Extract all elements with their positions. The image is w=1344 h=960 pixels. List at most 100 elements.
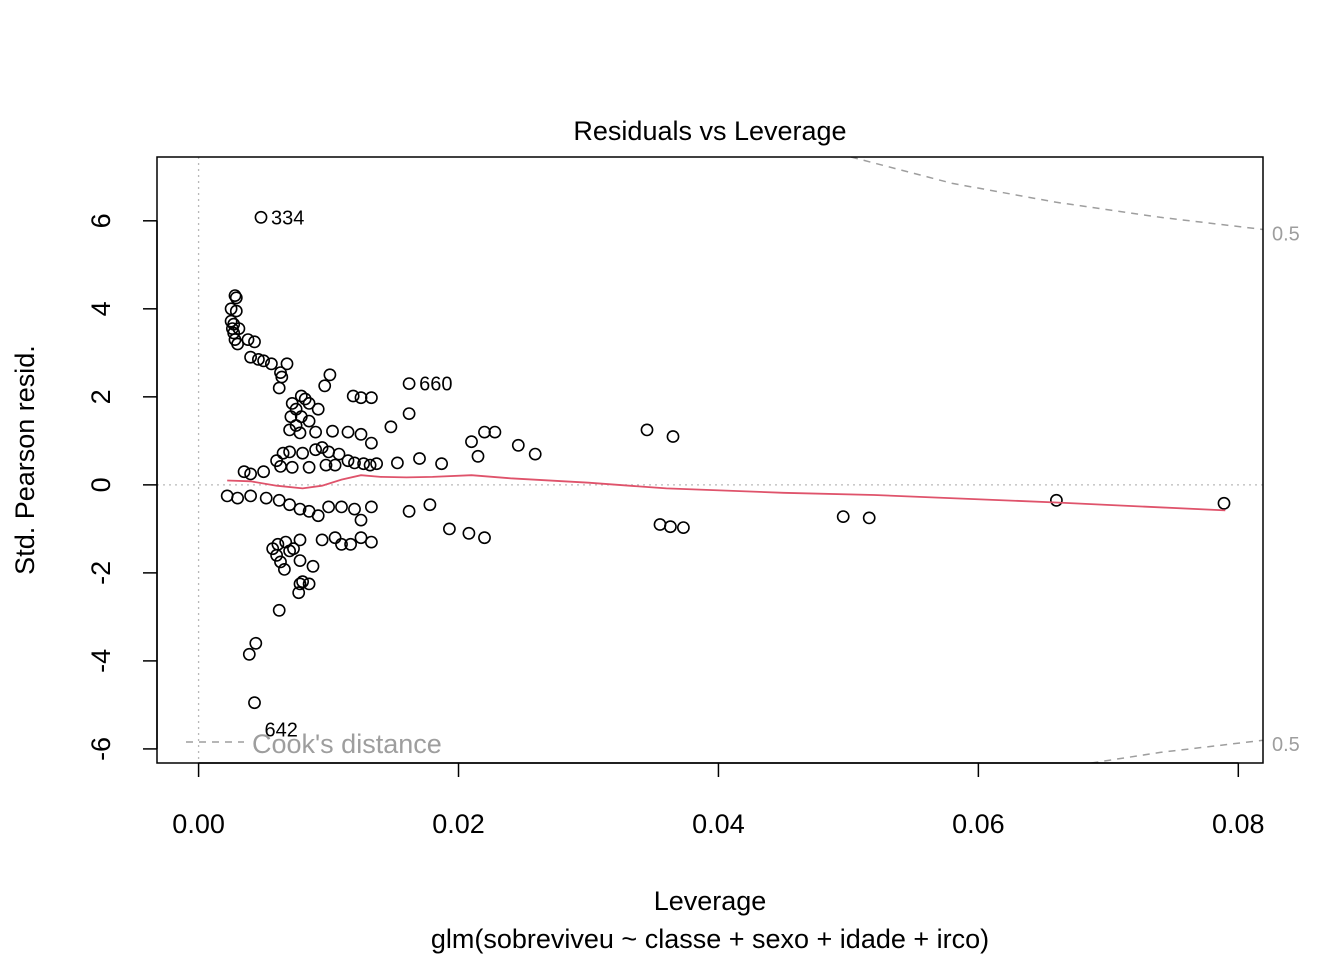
data-point	[302, 414, 316, 428]
data-point	[272, 493, 286, 507]
data-point	[251, 352, 265, 366]
data-point	[322, 500, 335, 514]
y-tick-label: 4	[86, 301, 116, 316]
y-axis: -6 -4 -2 0 2 4 6	[86, 213, 158, 761]
data-point	[328, 458, 342, 472]
data-point	[528, 447, 542, 461]
data-point	[344, 537, 357, 551]
data-point	[283, 544, 296, 558]
point-label: 334	[271, 207, 304, 229]
data-point	[293, 577, 307, 591]
data-point	[315, 533, 329, 547]
data-point	[283, 498, 296, 512]
data-point	[1050, 493, 1063, 507]
y-tick-label: -6	[86, 737, 116, 761]
reference-lines	[157, 157, 1263, 763]
data-point	[462, 526, 476, 540]
data-point	[296, 446, 309, 460]
point-label: 642	[264, 720, 297, 742]
cooks-distance-curves	[850, 157, 1263, 763]
data-point	[293, 426, 307, 440]
data-point	[862, 511, 876, 525]
data-point	[254, 210, 268, 224]
data-point	[423, 498, 437, 512]
data-point	[1217, 496, 1231, 510]
data-point	[478, 531, 491, 545]
y-tick-label: 2	[86, 389, 116, 404]
data-point	[666, 430, 680, 443]
data-points	[220, 210, 1231, 710]
data-point	[354, 391, 368, 405]
data-point	[346, 389, 360, 403]
data-point	[270, 548, 283, 562]
data-point	[348, 502, 361, 516]
data-point	[292, 586, 306, 600]
data-point	[229, 304, 243, 318]
cooks-distance-lower-curve	[1091, 739, 1263, 763]
data-point	[272, 381, 286, 395]
data-point	[836, 510, 850, 523]
data-point	[319, 458, 333, 472]
data-point	[302, 460, 316, 474]
data-point	[306, 559, 320, 573]
data-point	[309, 443, 322, 457]
x-tick-label: 0.04	[692, 809, 745, 839]
data-point	[511, 438, 525, 452]
data-point	[332, 447, 346, 461]
data-point	[293, 554, 307, 567]
x-tick-label: 0.02	[432, 809, 485, 839]
data-point	[244, 489, 257, 503]
legend-label: Cook's distance	[252, 729, 442, 759]
data-point	[640, 423, 654, 437]
data-point	[311, 402, 325, 416]
data-point	[318, 379, 332, 393]
y-tick-label: 6	[86, 213, 116, 228]
data-point	[276, 446, 290, 460]
data-point	[302, 577, 316, 591]
y-tick-label: -2	[86, 561, 116, 585]
data-point	[231, 491, 244, 505]
legend: Cook's distance	[186, 729, 442, 759]
data-point	[293, 502, 307, 516]
data-point	[280, 357, 294, 371]
data-point	[323, 368, 337, 382]
data-point	[289, 419, 303, 432]
data-point	[435, 457, 448, 471]
data-point	[370, 457, 383, 471]
data-point	[248, 335, 261, 349]
smooth-line	[227, 474, 1226, 512]
model-formula: glm(sobreviveu ~ classe + sexo + idade +…	[431, 924, 989, 954]
x-tick-label: 0.08	[1212, 809, 1265, 839]
data-point	[664, 520, 677, 534]
data-point	[298, 392, 312, 406]
data-point	[231, 337, 244, 351]
data-point	[257, 354, 270, 368]
data-point	[311, 509, 325, 523]
data-point	[348, 456, 361, 470]
data-point	[413, 452, 426, 465]
data-point	[677, 521, 690, 534]
data-point	[248, 696, 261, 710]
data-point	[241, 333, 255, 346]
y-axis-label: Std. Pearson resid.	[10, 345, 40, 575]
data-point	[354, 427, 368, 441]
data-point	[354, 531, 368, 545]
data-point	[335, 500, 348, 514]
cooks-distance-upper-curve	[850, 157, 1263, 231]
data-point	[277, 563, 291, 576]
x-tick-label: 0.00	[172, 809, 225, 839]
data-point	[272, 603, 286, 617]
data-point	[309, 425, 322, 439]
data-point	[384, 420, 398, 434]
data-point	[326, 424, 339, 438]
chart-title: Residuals vs Leverage	[573, 116, 846, 146]
data-point	[242, 647, 256, 661]
y-tick-label: 0	[86, 477, 116, 492]
smooth-trend-line	[227, 474, 1226, 512]
data-point	[266, 542, 280, 556]
data-point	[220, 489, 234, 503]
data-point	[402, 504, 416, 518]
x-tick-label: 0.06	[952, 809, 1005, 839]
data-point	[283, 445, 296, 459]
